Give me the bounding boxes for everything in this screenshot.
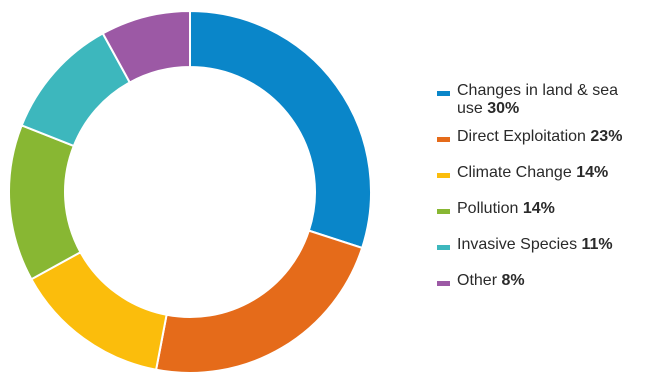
legend-value-other: 8% bbox=[501, 272, 525, 289]
legend-value-direct-exploitation: 23% bbox=[590, 128, 623, 145]
chart-legend: Changes in land & sea use 30% Direct Exp… bbox=[437, 82, 665, 290]
legend-item-direct-exploitation: Direct Exploitation 23% bbox=[437, 128, 665, 146]
legend-item-invasive-species: Invasive Species 11% bbox=[437, 236, 665, 254]
legend-label-other: Other bbox=[457, 272, 498, 289]
legend-value-invasive-species: 11% bbox=[581, 236, 613, 253]
slice-direct-exploitation bbox=[154, 229, 364, 374]
legend-item-pollution: Pollution 14% bbox=[437, 200, 665, 218]
legend-value-climate-change: 14% bbox=[576, 164, 609, 181]
legend-label-direct-exploitation: Direct Exploitation bbox=[457, 128, 586, 145]
legend-item-other: Other 8% bbox=[437, 272, 665, 290]
legend-item-land-sea-use: Changes in land & sea use 30% bbox=[437, 82, 665, 118]
legend-value-land-sea-use: 30% bbox=[487, 100, 520, 117]
legend-label-pollution: Pollution bbox=[457, 200, 519, 217]
legend-label-land-sea-use: Changes in land & sea use bbox=[457, 82, 618, 117]
slice-climate-change bbox=[30, 250, 168, 371]
slice-other bbox=[101, 9, 191, 84]
legend-label-invasive-species: Invasive Species bbox=[457, 236, 578, 253]
legend-swatch-pollution bbox=[437, 209, 450, 214]
slice-changes-in-land-sea-use bbox=[189, 9, 372, 250]
legend-value-pollution: 14% bbox=[522, 200, 555, 217]
legend-swatch-land-sea-use bbox=[437, 91, 450, 96]
legend-swatch-invasive-species bbox=[437, 245, 450, 250]
legend-label-climate-change: Climate Change bbox=[457, 164, 572, 181]
legend-swatch-direct-exploitation bbox=[437, 137, 450, 142]
legend-swatch-other bbox=[437, 281, 450, 286]
legend-item-climate-change: Climate Change 14% bbox=[437, 164, 665, 182]
legend-swatch-climate-change bbox=[437, 173, 450, 178]
donut-chart-graphic bbox=[8, 9, 372, 374]
slice-pollution bbox=[8, 124, 82, 281]
